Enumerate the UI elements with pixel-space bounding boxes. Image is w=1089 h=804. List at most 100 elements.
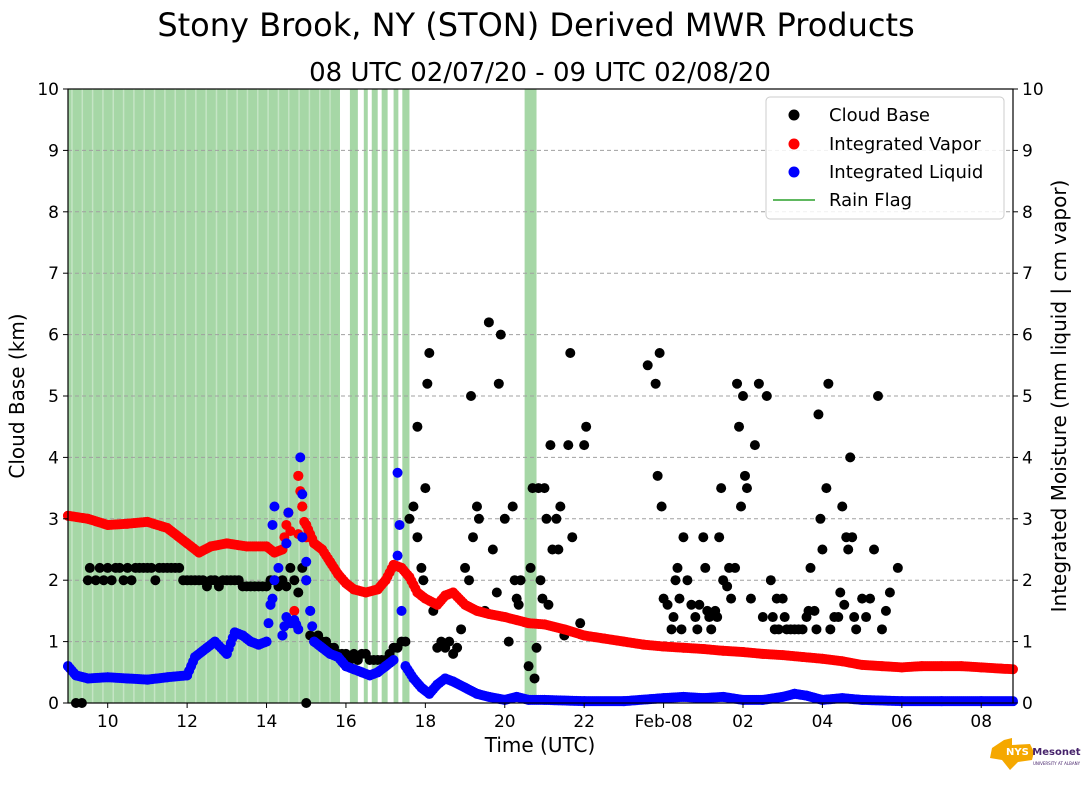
right-y-tick-label: 3 [1022, 510, 1033, 530]
vapor-point [678, 642, 689, 653]
cloud-base-point [126, 575, 137, 586]
cloud-base-point [749, 440, 760, 451]
vapor-point [297, 501, 308, 512]
cloud-base-point [98, 575, 109, 586]
integrated-vapor-series [63, 470, 1018, 675]
x-tick-label: 20 [494, 712, 516, 732]
cloud-base-point [495, 329, 506, 340]
cloud-base-point [700, 562, 711, 573]
cloud-base-point [682, 575, 693, 586]
liquid-point [269, 575, 280, 586]
cloud-base-point [757, 612, 768, 623]
cloud-base-point [745, 593, 756, 604]
cloud-base-point [714, 532, 725, 543]
x-tick-label: 16 [335, 712, 357, 732]
legend-vapor-label: Integrated Vapor [829, 134, 981, 155]
vapor-point [817, 653, 828, 664]
x-tick-label: 14 [256, 712, 278, 732]
vapor-point [599, 633, 610, 644]
cloud-base-point [523, 661, 534, 672]
liquid-point [372, 667, 383, 678]
vapor-point [380, 575, 391, 586]
cloud-base-point [884, 587, 895, 598]
cloud-base-point [525, 562, 536, 573]
cloud-base-point [499, 513, 510, 524]
vapor-point [698, 643, 709, 654]
left-y-tick-label: 5 [48, 387, 59, 407]
liquid-point [837, 693, 848, 704]
liquid-point [392, 550, 403, 561]
vapor-point [916, 661, 927, 672]
vapor-point [996, 663, 1007, 674]
cloud-base-point [865, 593, 876, 604]
liquid-point [237, 630, 248, 641]
cloud-base-point [876, 624, 887, 635]
liquid-point [102, 672, 113, 683]
cloud-base-point [493, 378, 504, 389]
cloud-base-point [581, 421, 592, 432]
cloud-base-point [857, 593, 868, 604]
legend-box [765, 96, 1005, 220]
y-axis-ticks: 0 0 1 1 2 2 3 3 4 4 5 5 6 6 7 7 8 8 9 9 10 10 [37, 80, 1043, 714]
liquid-point [777, 691, 788, 702]
vapor-point [511, 615, 522, 626]
cloud-base-point [529, 673, 540, 684]
vapor-point [718, 645, 729, 656]
liquid-point [448, 676, 459, 687]
vapor-point [440, 590, 451, 601]
cloud-base-point [686, 599, 697, 610]
cloud-base-point [678, 532, 689, 543]
cloud-base-point [670, 575, 681, 586]
liquid-point [698, 693, 709, 704]
cloud-base-point [106, 575, 117, 586]
cloud-base-point [545, 440, 556, 451]
cloud-base-point [654, 348, 665, 359]
x-tick-label: 18 [415, 712, 437, 732]
x-tick-label: 06 [891, 712, 913, 732]
cloud-base-point [491, 587, 502, 598]
cloud-base-point [815, 513, 826, 524]
cloud-base-point [712, 612, 723, 623]
cloud-base-point [466, 391, 477, 401]
logo-text: NYS Mesonet [1006, 747, 1081, 758]
cloud-base-point [805, 562, 816, 573]
cloud-base-point [94, 562, 105, 573]
vapor-point [317, 544, 328, 555]
cloud-base-point [726, 593, 737, 604]
vapor-point [559, 624, 570, 635]
vapor-point [162, 523, 173, 534]
vapor-point [432, 599, 443, 610]
x-tick-label: Feb-08 [635, 712, 693, 732]
cloud-base-point [555, 501, 566, 512]
liquid-point [333, 651, 343, 662]
cloud-base-point [487, 544, 498, 555]
cloud-base-point [839, 599, 850, 610]
cloud-base-point [873, 391, 883, 401]
x-tick-label: 12 [176, 712, 198, 732]
cloud-base-point [471, 501, 482, 512]
right-y-tick-label: 4 [1022, 448, 1033, 468]
cloud-base-point [837, 501, 848, 512]
legend-liquid-marker [788, 166, 800, 178]
cloud-base-point [281, 581, 292, 592]
legend-cloud-base-marker [788, 109, 800, 121]
liquid-point [471, 688, 482, 699]
cloud-base-point [753, 378, 764, 389]
cloud-base-point [739, 470, 750, 481]
vapor-point [102, 519, 113, 530]
liquid-point [394, 519, 405, 530]
vapor-point [777, 650, 788, 661]
cloud-base-point [734, 421, 745, 432]
liquid-point [976, 696, 987, 707]
cloud-base-point [732, 378, 743, 389]
liquid-point [483, 691, 494, 702]
right-y-tick-label: 6 [1022, 326, 1033, 346]
vapor-point [221, 538, 232, 549]
cloud-base-point [730, 562, 741, 573]
vapor-point [412, 587, 423, 598]
cloud-base-point [146, 562, 157, 573]
liquid-point [678, 691, 689, 702]
right-y-tick-label: 9 [1022, 141, 1033, 161]
vapor-point [420, 593, 431, 604]
liquid-point [380, 661, 391, 672]
